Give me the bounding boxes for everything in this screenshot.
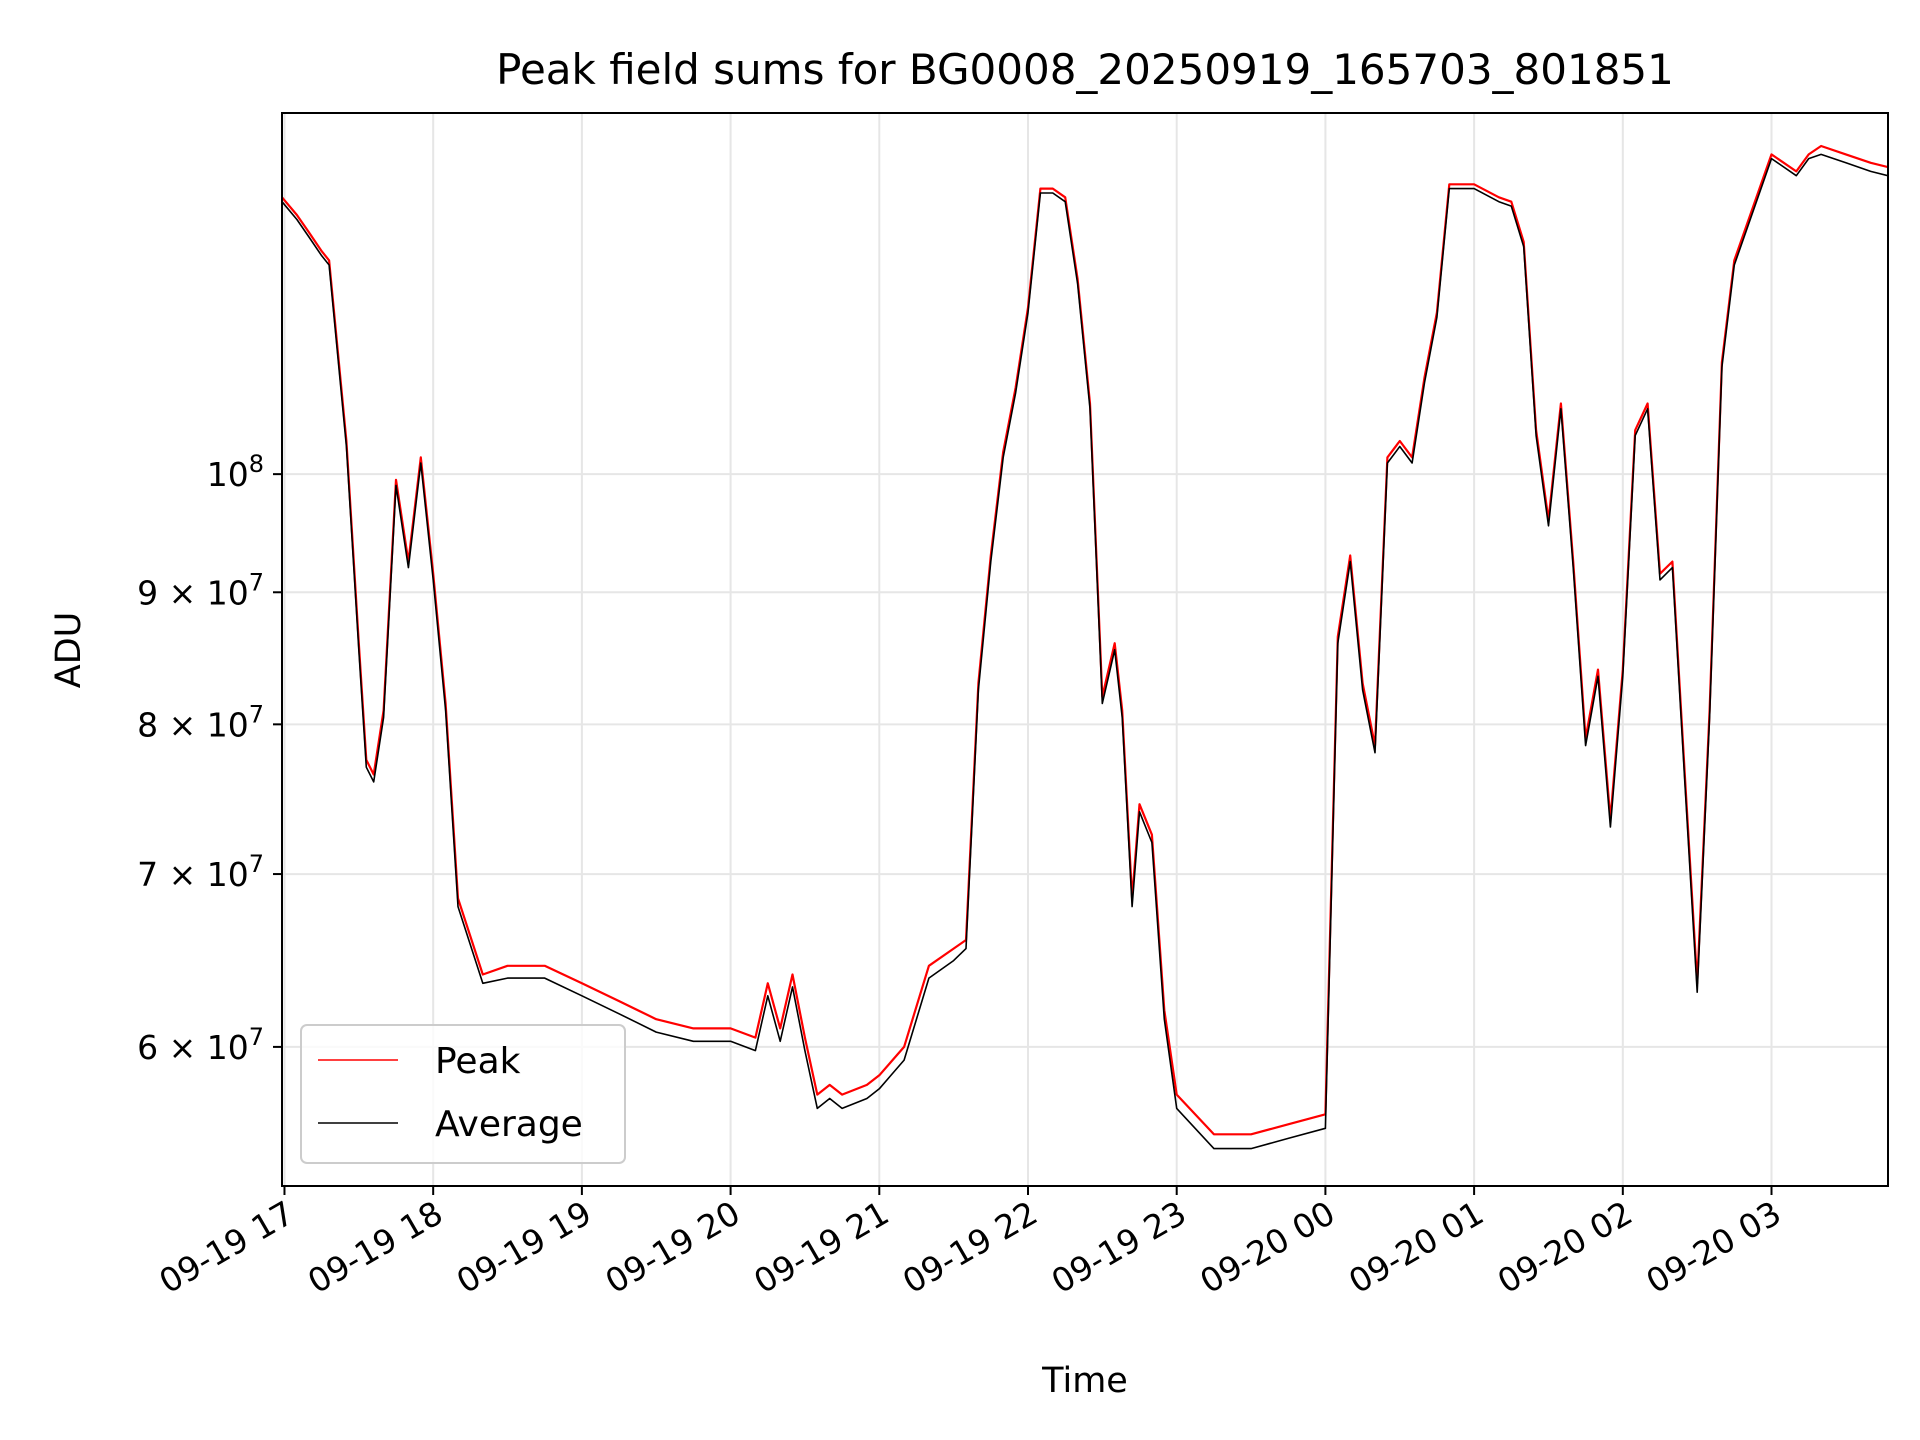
y-tick-label: 108	[207, 450, 264, 494]
y-tick-exponent: 7	[249, 700, 264, 728]
series-group	[282, 144, 1888, 1150]
plot-frame	[281, 112, 1889, 1187]
y-tick-mantissa: 8 × 10	[137, 705, 249, 744]
x-axis-label: Time	[1041, 1361, 1128, 1401]
y-tick-mantissa: 10	[207, 455, 249, 494]
y-tick-mantissa: 9 × 10	[137, 573, 249, 612]
y-tick-mantissa: 7 × 10	[137, 855, 249, 894]
y-tick-exponent: 7	[249, 1023, 264, 1051]
y-tick-label: 6 × 107	[137, 1023, 264, 1067]
legend-label-peak: Peak	[435, 1041, 521, 1082]
y-tick-label: 9 × 107	[137, 568, 264, 612]
y-tick-label: 8 × 107	[137, 700, 264, 744]
legend-label-average: Average	[435, 1104, 583, 1145]
legend: Peak Average	[300, 1024, 626, 1164]
y-tick-exponent: 7	[249, 850, 264, 878]
y-tick-label: 7 × 107	[137, 850, 264, 894]
y-tick-mantissa: 6 × 10	[137, 1028, 249, 1067]
y-axis-label: ADU	[49, 612, 89, 689]
chart-title: Peak field sums for BG0008_20250919_1657…	[496, 45, 1674, 94]
y-tick-exponent: 7	[249, 568, 264, 596]
series-line-average	[282, 153, 1888, 1150]
y-tick-exponent: 8	[249, 450, 264, 478]
plot-area	[282, 144, 1888, 1150]
